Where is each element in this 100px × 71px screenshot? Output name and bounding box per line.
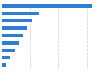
Bar bbox=[2, 49, 15, 52]
Bar bbox=[2, 34, 23, 37]
Bar bbox=[2, 26, 27, 30]
Bar bbox=[2, 56, 10, 59]
Bar bbox=[2, 63, 6, 67]
Bar bbox=[2, 4, 92, 8]
Bar bbox=[2, 19, 32, 22]
Bar bbox=[2, 12, 39, 15]
Bar bbox=[2, 41, 19, 45]
